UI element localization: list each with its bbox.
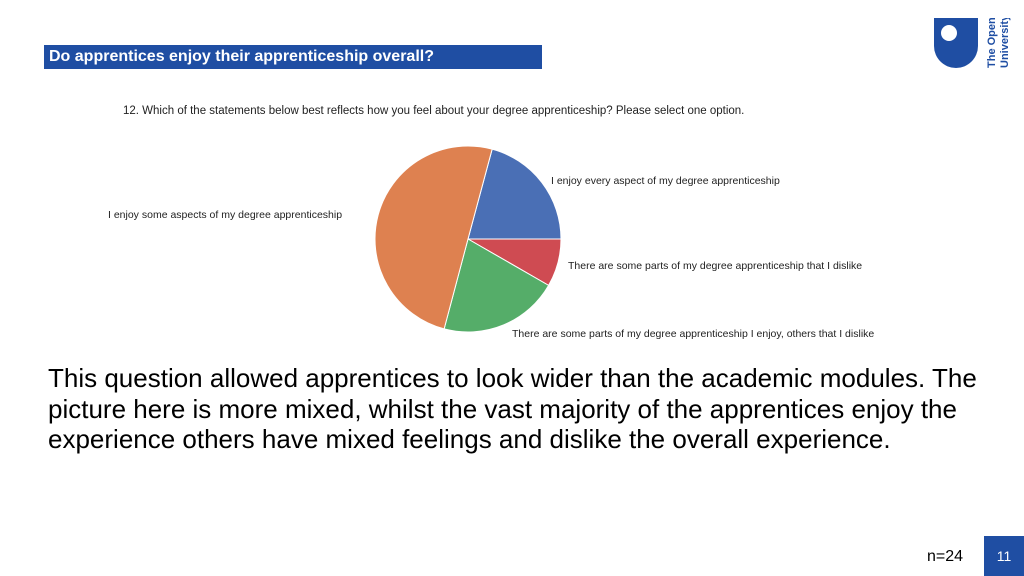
open-university-logo: The Open University <box>934 18 1014 70</box>
logo-line2: University <box>999 18 1011 68</box>
slide-title: Do apprentices enjoy their apprenticeshi… <box>44 45 542 69</box>
body-paragraph: This question allowed apprentices to loo… <box>48 363 977 454</box>
logo-line1: The Open <box>986 18 998 68</box>
page-number: 11 <box>984 536 1024 576</box>
pie-slice-3 <box>374 145 493 330</box>
slice-label-enjoy-others-dislike: There are some parts of my degree appren… <box>512 328 874 340</box>
logo-wordmark: The Open University <box>986 18 1011 68</box>
chart-title: 12. Which of the statements below best r… <box>123 105 745 117</box>
pie-slice-0 <box>467 148 562 240</box>
pie-slice-2 <box>443 238 550 333</box>
slice-label-enjoy-every-aspect: I enjoy every aspect of my degree appren… <box>551 175 780 187</box>
sample-size: n=24 <box>927 548 964 565</box>
logo-shield-icon <box>934 18 978 68</box>
slice-label-enjoy-some-aspects: I enjoy some aspects of my degree appren… <box>108 209 342 221</box>
slice-label-parts-dislike: There are some parts of my degree appren… <box>568 260 862 272</box>
logo-dot-icon <box>941 25 957 41</box>
